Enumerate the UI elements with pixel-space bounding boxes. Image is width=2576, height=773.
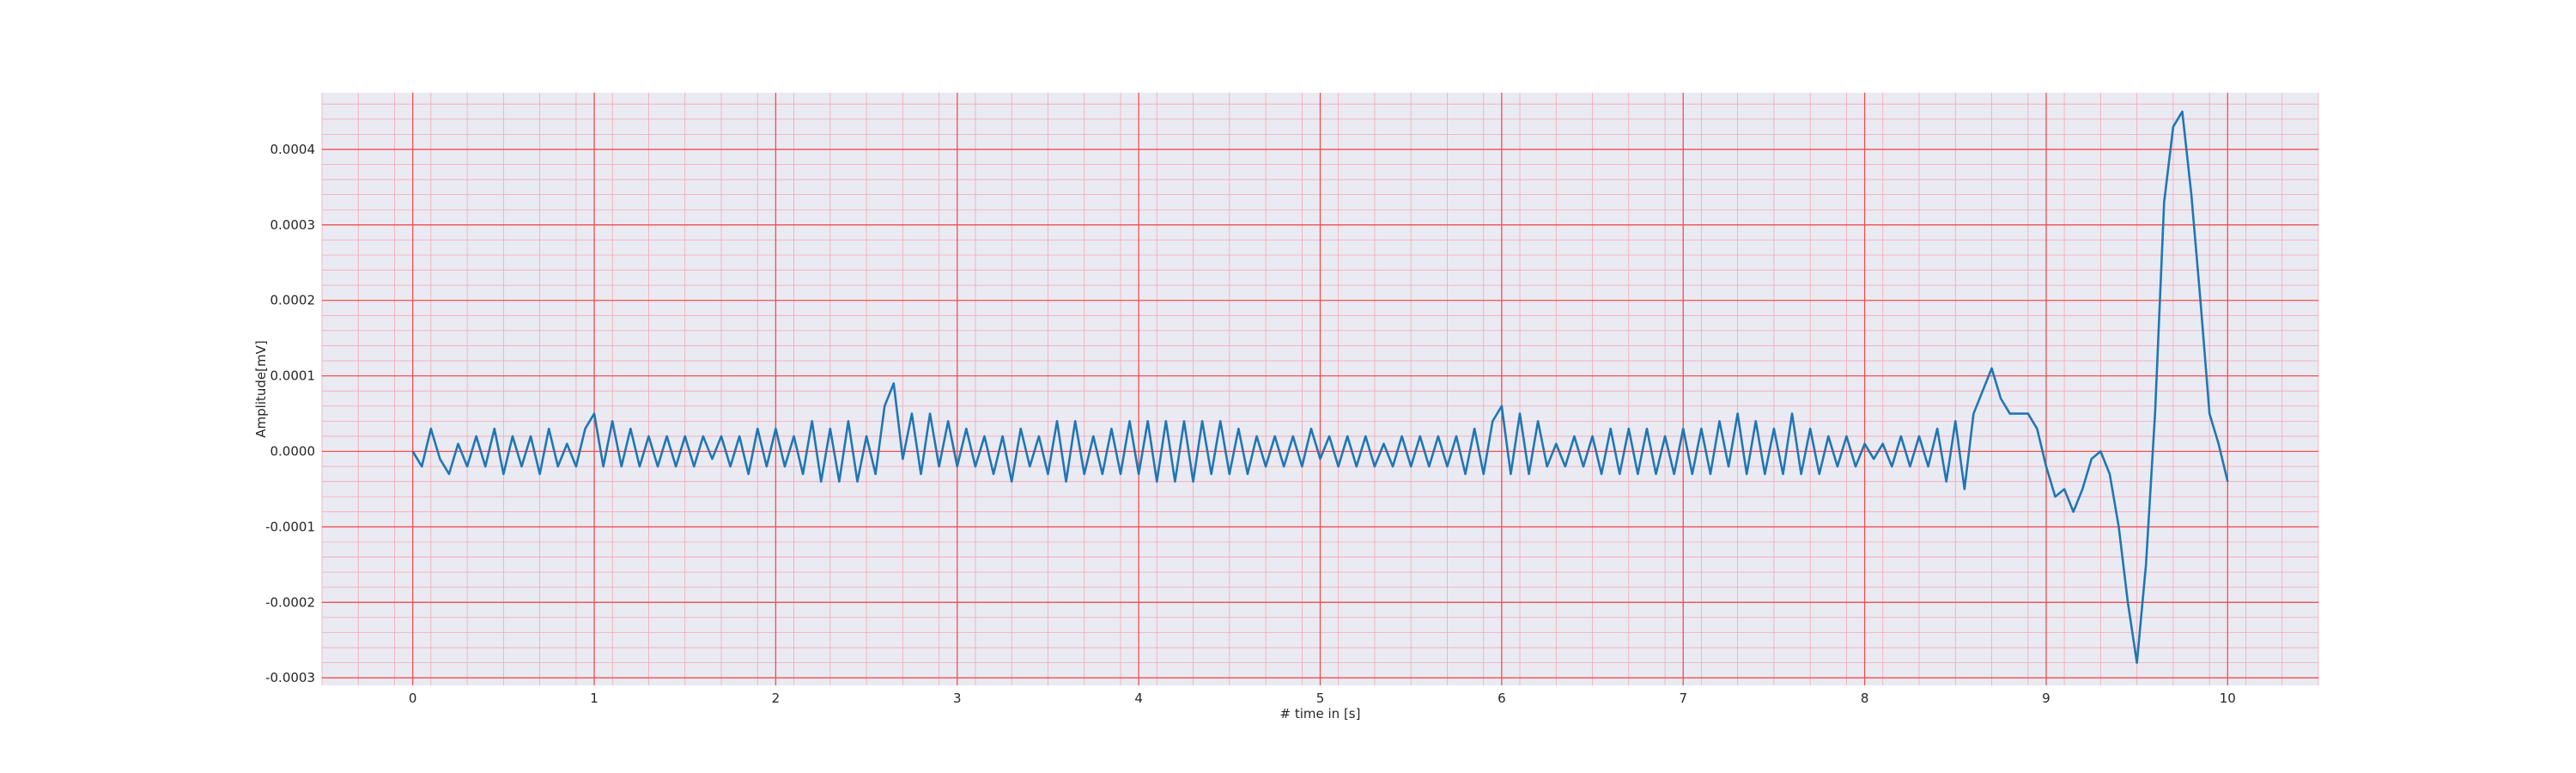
y-tick-label: 0.0004 [270, 142, 316, 157]
x-tick-labels: 0 1 2 3 4 5 6 7 8 9 10 [409, 691, 2236, 706]
x-tick-label: 8 [1861, 691, 1869, 706]
series-line [411, 110, 2229, 664]
y-tick-label: 0.0000 [270, 444, 316, 460]
y-tick-label: 0.0001 [270, 368, 316, 384]
y-tick-label: -0.0002 [265, 594, 315, 610]
y-tick-label: -0.0003 [265, 670, 315, 685]
x-tick-label: 5 [1316, 691, 1325, 706]
x-tick-label: 9 [2042, 691, 2050, 706]
x-tick-label: 7 [1679, 691, 1687, 706]
x-tick-label: 10 [2220, 691, 2236, 706]
y-tick-label: 0.0003 [270, 217, 316, 233]
y-tick-label: 0.0002 [270, 293, 316, 308]
x-tick-label: 4 [1134, 691, 1143, 706]
x-tick-label: 2 [772, 691, 781, 706]
y-tick-labels: -0.0003 -0.0002 -0.0001 0.0000 0.0001 0.0002 0… [265, 142, 315, 685]
y-tick-label: -0.0001 [265, 519, 315, 534]
x-tick-label: 1 [590, 691, 598, 706]
x-tick-label: 0 [409, 691, 417, 706]
y-axis-label: Amplitude[mV] [253, 340, 269, 437]
x-tick-label: 3 [953, 691, 962, 706]
x-axis-label: # time in [s] [1280, 706, 1361, 721]
x-tick-label: 6 [1498, 691, 1506, 706]
major-grid [322, 93, 2318, 685]
